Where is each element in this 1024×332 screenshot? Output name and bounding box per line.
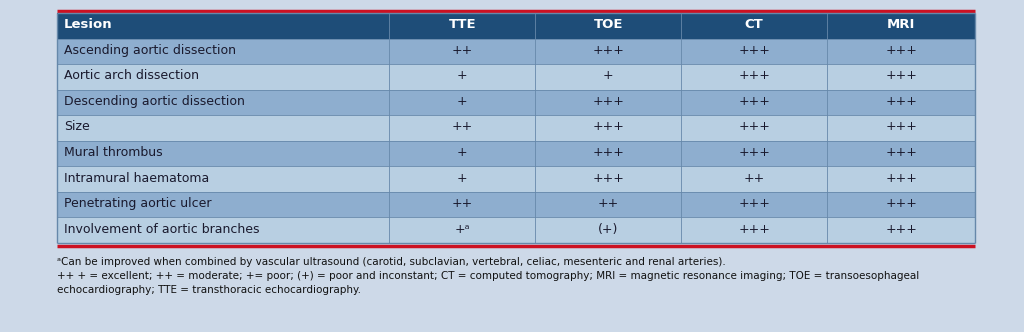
Text: +: + <box>457 172 468 185</box>
Text: +ᵃ: +ᵃ <box>455 223 470 236</box>
Text: ᵃCan be improved when combined by vascular ultrasound (carotid, subclavian, vert: ᵃCan be improved when combined by vascul… <box>57 257 726 267</box>
Text: +: + <box>603 69 613 82</box>
Text: TOE: TOE <box>594 18 623 31</box>
Text: Aortic arch dissection: Aortic arch dissection <box>63 69 199 82</box>
Text: ++: ++ <box>743 172 765 185</box>
Text: +++: +++ <box>885 44 918 57</box>
Bar <box>57 141 975 166</box>
Bar <box>57 13 975 39</box>
Text: +++: +++ <box>592 95 625 108</box>
Text: +++: +++ <box>738 146 770 159</box>
Text: +: + <box>457 95 468 108</box>
Text: CT: CT <box>744 18 764 31</box>
Text: Penetrating aortic ulcer: Penetrating aortic ulcer <box>63 197 212 210</box>
Bar <box>57 192 975 217</box>
Text: +: + <box>457 69 468 82</box>
Text: ++: ++ <box>598 197 618 210</box>
Text: +++: +++ <box>592 44 625 57</box>
Bar <box>57 166 975 192</box>
Text: +++: +++ <box>738 69 770 82</box>
Bar <box>57 217 975 243</box>
Text: +++: +++ <box>885 197 918 210</box>
Text: +++: +++ <box>738 44 770 57</box>
Text: Intramural haematoma: Intramural haematoma <box>63 172 209 185</box>
Text: +++: +++ <box>738 121 770 133</box>
Text: ++: ++ <box>452 197 473 210</box>
Text: +++: +++ <box>738 223 770 236</box>
Text: Size: Size <box>63 121 90 133</box>
Text: +++: +++ <box>885 95 918 108</box>
Text: +++: +++ <box>592 146 625 159</box>
Text: +++: +++ <box>738 197 770 210</box>
Text: +++: +++ <box>885 69 918 82</box>
Text: ++ + = excellent; ++ = moderate; += poor; (+) = poor and inconstant; CT = comput: ++ + = excellent; ++ = moderate; += poor… <box>57 271 920 281</box>
Text: ++: ++ <box>452 44 473 57</box>
Text: MRI: MRI <box>887 18 915 31</box>
Text: Involvement of aortic branches: Involvement of aortic branches <box>63 223 259 236</box>
Text: Lesion: Lesion <box>63 18 113 31</box>
Bar <box>57 64 975 90</box>
Text: +++: +++ <box>885 172 918 185</box>
Text: +++: +++ <box>592 121 625 133</box>
Text: ++: ++ <box>452 121 473 133</box>
Text: +++: +++ <box>592 172 625 185</box>
Text: echocardiography; TTE = transthoracic echocardiography.: echocardiography; TTE = transthoracic ec… <box>57 285 361 295</box>
Bar <box>57 90 975 115</box>
Bar <box>57 115 975 141</box>
Text: (+): (+) <box>598 223 618 236</box>
Bar <box>57 39 975 64</box>
Text: +++: +++ <box>738 95 770 108</box>
Text: TTE: TTE <box>449 18 476 31</box>
Text: Ascending aortic dissection: Ascending aortic dissection <box>63 44 236 57</box>
Text: +: + <box>457 146 468 159</box>
Text: Mural thrombus: Mural thrombus <box>63 146 163 159</box>
Text: +++: +++ <box>885 223 918 236</box>
Text: +++: +++ <box>885 146 918 159</box>
Text: Descending aortic dissection: Descending aortic dissection <box>63 95 245 108</box>
Text: +++: +++ <box>885 121 918 133</box>
